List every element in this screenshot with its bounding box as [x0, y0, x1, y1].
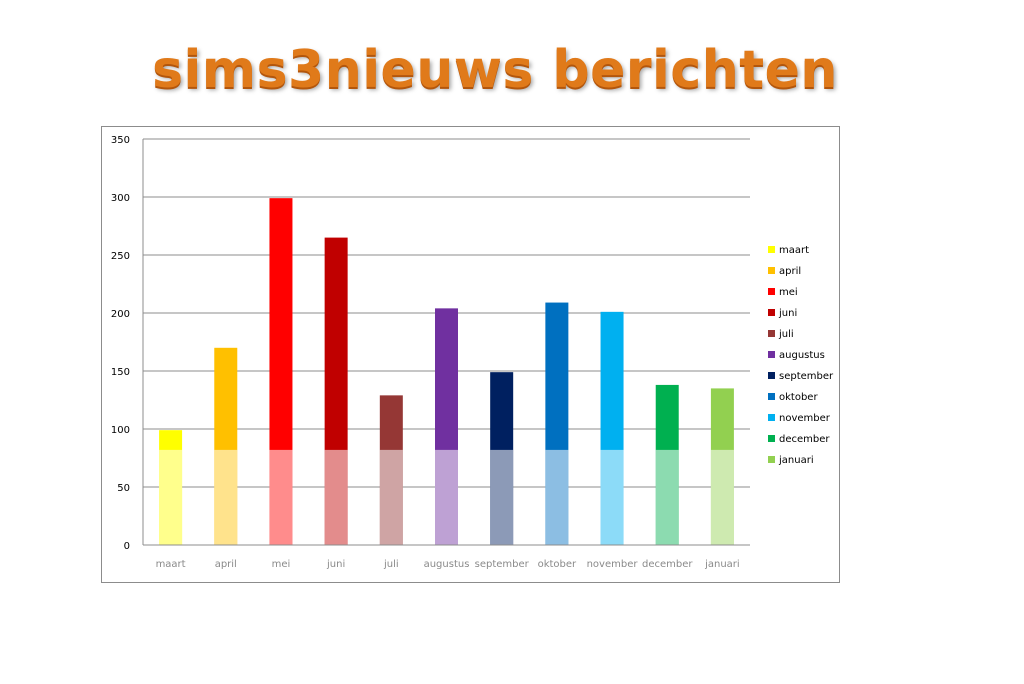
- y-tick-label: 150: [111, 367, 130, 378]
- legend-label: juli: [778, 329, 794, 340]
- x-tick-label: juli: [383, 559, 399, 570]
- legend-swatch: [768, 267, 775, 274]
- bar-fade-mei: [269, 449, 293, 545]
- x-tick-label: januari: [704, 559, 740, 570]
- bar-chart: 0 50 100 150 200 250 300 350 maart april mei juni ju…: [111, 135, 834, 570]
- x-tick-label: september: [475, 559, 530, 570]
- bar-fade-juli: [379, 449, 403, 545]
- bar-fade-september: [490, 449, 514, 545]
- bar-fade-januari: [710, 449, 734, 545]
- x-tick-label: april: [215, 559, 237, 570]
- legend: maart april mei juni juli augustus september ok…: [768, 245, 834, 466]
- axes: 0 50 100 150 200 250 300 350 maart april mei juni ju…: [111, 135, 750, 570]
- x-tick-label: oktober: [538, 559, 577, 570]
- x-tick-label: november: [587, 559, 639, 570]
- legend-swatch: [768, 309, 775, 316]
- legend-swatch: [768, 456, 775, 463]
- y-tick-label: 50: [117, 483, 130, 494]
- legend-swatch: [768, 393, 775, 400]
- legend-label: oktober: [779, 392, 818, 403]
- legend-swatch: [768, 414, 775, 421]
- legend-swatch: [768, 330, 775, 337]
- bar-fade-november: [600, 449, 624, 545]
- y-tick-label: 200: [111, 309, 130, 320]
- legend-swatch: [768, 288, 775, 295]
- bar-fade-juni: [324, 449, 348, 545]
- y-tick-label: 100: [111, 425, 130, 436]
- legend-swatch: [768, 351, 775, 358]
- x-tick-label: mei: [272, 559, 291, 570]
- legend-swatch: [768, 372, 775, 379]
- legend-label: december: [779, 434, 830, 445]
- legend-label: juni: [778, 308, 797, 319]
- bar-fade-december: [655, 449, 679, 545]
- bar-fade-oktober: [545, 449, 569, 545]
- x-tick-label: juni: [326, 559, 345, 570]
- bar-fade-maart: [159, 449, 183, 545]
- bar-fade-augustus: [435, 449, 458, 545]
- y-tick-label: 300: [111, 193, 130, 204]
- legend-label: september: [779, 371, 834, 382]
- x-tick-label: augustus: [424, 559, 470, 570]
- legend-label: mei: [779, 287, 798, 298]
- legend-label: augustus: [779, 350, 825, 361]
- legend-label: april: [779, 266, 801, 277]
- x-tick-label: december: [642, 559, 693, 570]
- y-tick-label: 250: [111, 251, 130, 262]
- legend-label: januari: [778, 455, 814, 466]
- y-tick-label: 350: [111, 135, 130, 146]
- bar-fade-april: [214, 449, 238, 545]
- legend-label: maart: [779, 245, 809, 256]
- bars: [159, 198, 734, 545]
- chart-area: 0 50 100 150 200 250 300 350 maart april mei juni ju…: [101, 126, 840, 583]
- y-tick-label: 0: [124, 541, 130, 552]
- legend-swatch: [768, 246, 775, 253]
- x-tick-label: maart: [156, 559, 186, 570]
- chart-title: sims3nieuws berichten: [152, 40, 838, 100]
- legend-swatch: [768, 435, 775, 442]
- legend-label: november: [779, 413, 831, 424]
